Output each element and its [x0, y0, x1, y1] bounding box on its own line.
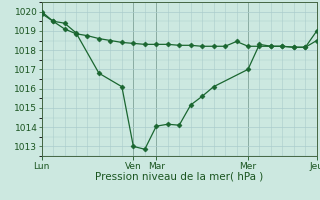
X-axis label: Pression niveau de la mer( hPa ): Pression niveau de la mer( hPa )	[95, 172, 263, 182]
